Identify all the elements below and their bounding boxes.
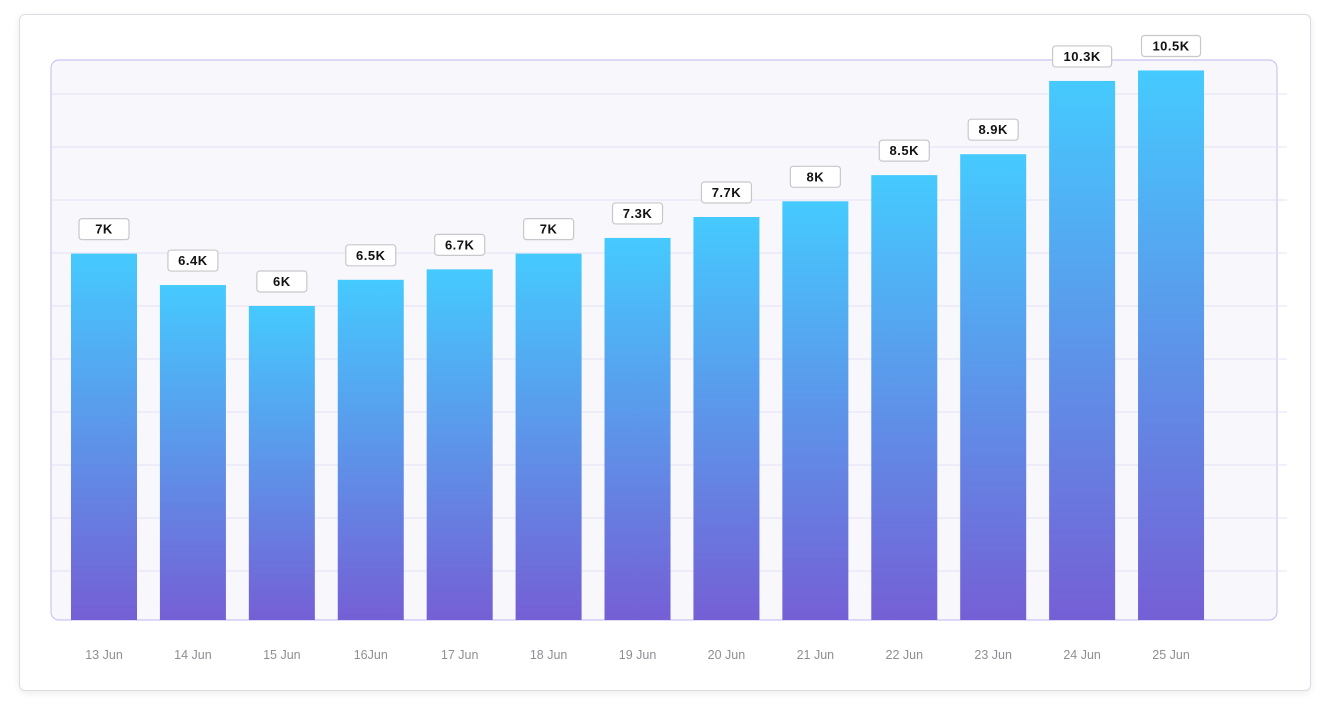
data-labels: 7K 6.4K 6K 6.5K 6.7K 7K 7.3K 7.7K 8K 8.5K 8.9K 10.3…: [78, 34, 1202, 293]
x-tick-label: 13 Jun: [85, 648, 123, 662]
bar[interactable]: [248, 305, 315, 620]
data-label: 7.7K: [700, 181, 753, 204]
data-label-box: [789, 165, 841, 188]
bar[interactable]: [515, 253, 582, 620]
data-label-text: 6.5K: [356, 248, 386, 263]
data-label-box: [256, 270, 308, 293]
data-label-text: 7K: [540, 222, 558, 237]
bar[interactable]: [782, 201, 849, 620]
data-label: 8.9K: [967, 118, 1019, 141]
data-label: 10.3K: [1052, 45, 1113, 68]
bar[interactable]: [159, 285, 226, 620]
data-label-box: [434, 233, 486, 256]
bar[interactable]: [71, 253, 137, 620]
data-label-text: 7.3K: [623, 206, 653, 221]
data-label: 6.7K: [434, 233, 486, 256]
data-label-box: [700, 181, 753, 204]
x-tick-label: 20 Jun: [708, 648, 746, 662]
data-label-box: [967, 118, 1019, 141]
bar[interactable]: [426, 269, 493, 620]
data-label-box: [345, 244, 397, 267]
data-label-box: [78, 218, 130, 241]
data-label-box: [878, 139, 930, 162]
data-label-text: 6.4K: [178, 253, 208, 268]
data-label-box: [522, 218, 575, 241]
data-label-text: 6.7K: [445, 237, 475, 252]
x-tick-label: 24 Jun: [1063, 648, 1101, 662]
x-tick-label: 18 Jun: [530, 648, 568, 662]
data-label-text: 10.3K: [1064, 49, 1101, 64]
data-label: 7.3K: [611, 202, 664, 225]
x-axis: 13 Jun 14 Jun 15 Jun 16Jun 17 Jun 18 Jun 19 Ju…: [85, 648, 1190, 662]
data-label-text: 10.5K: [1152, 38, 1189, 53]
x-tick-label: 22 Jun: [886, 648, 924, 662]
data-label-box: [167, 249, 219, 272]
data-label-box: [1140, 34, 1202, 58]
data-label-box: [611, 202, 664, 225]
data-label: 8.5K: [878, 139, 930, 162]
data-label-text: 8.5K: [890, 143, 920, 158]
x-tick-label: 17 Jun: [441, 648, 479, 662]
bar[interactable]: [960, 154, 1027, 620]
x-tick-label: 15 Jun: [263, 648, 301, 662]
data-label: 10.5K: [1140, 34, 1202, 58]
bars: [71, 70, 1205, 621]
bar[interactable]: [1138, 70, 1205, 621]
data-label-text: 8.9K: [978, 122, 1008, 137]
bar[interactable]: [604, 237, 671, 621]
bar[interactable]: [337, 279, 404, 620]
bar[interactable]: [693, 217, 760, 620]
data-label: 7K: [522, 218, 575, 241]
data-label-text: 6K: [273, 274, 291, 289]
bar[interactable]: [871, 175, 938, 620]
data-label-text: 7.7K: [712, 185, 742, 200]
data-label: 8K: [789, 165, 841, 188]
data-label-text: 7K: [95, 222, 113, 237]
data-label: 6.5K: [345, 244, 397, 267]
x-tick-label: 23 Jun: [974, 648, 1012, 662]
bar[interactable]: [1049, 80, 1116, 621]
x-tick-label: 21 Jun: [797, 648, 835, 662]
data-label: 7K: [78, 218, 130, 241]
x-tick-label: 19 Jun: [619, 648, 657, 662]
x-tick-label: 14 Jun: [174, 648, 212, 662]
data-label-text: 8K: [807, 169, 825, 184]
data-label-box: [1052, 45, 1113, 68]
data-label: 6K: [256, 270, 308, 293]
x-tick-label: 16Jun: [354, 648, 388, 662]
x-tick-label: 25 Jun: [1152, 648, 1190, 662]
data-label: 6.4K: [167, 249, 219, 272]
